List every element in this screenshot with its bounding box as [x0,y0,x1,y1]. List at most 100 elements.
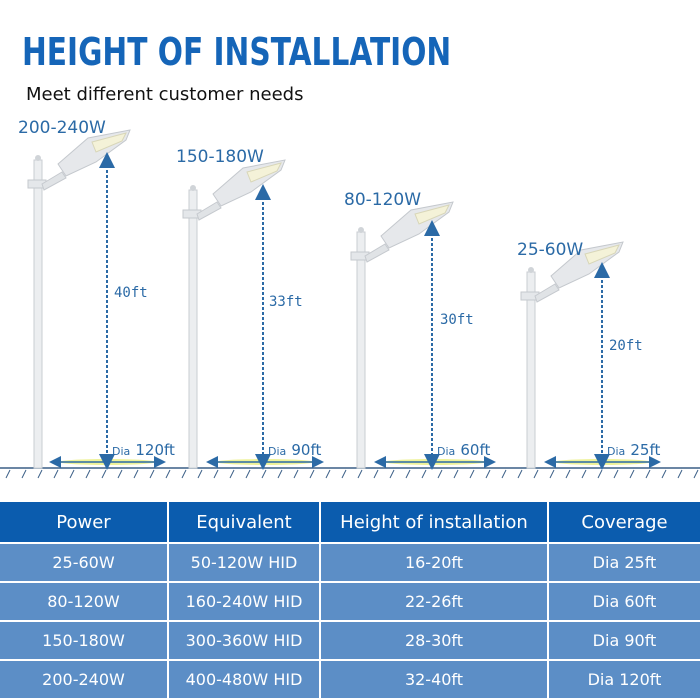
spec-table: Power Equivalent Height of installation … [0,500,700,700]
pole-cap [528,267,534,273]
pole-cap [358,227,364,233]
dia-prefix: Dia [268,445,287,458]
coverage-label: Dia 90ft [268,440,321,459]
cell-equivalent: 160-240W HID [167,581,321,622]
cell-power: 25-60W [0,542,169,583]
coverage-label: Dia 60ft [437,440,490,459]
table-header-row: Power Equivalent Height of installation … [0,500,700,544]
coverage-value: 90ft [291,441,322,459]
cell-height: 28-30ft [319,620,549,661]
coverage-value: 60ft [460,441,491,459]
ground-hatch [517,469,523,479]
cell-coverage: Dia 90ft [547,620,700,661]
coverage-label: Dia 120ft [112,440,175,459]
ground-hatch [533,469,539,479]
ground-hatch [549,469,555,479]
ground-hatch [389,469,395,479]
pole-cap [190,185,196,191]
ground-hatch [165,469,171,479]
page-subtitle: Meet different customer needs [26,84,304,105]
pole [356,231,366,469]
header-power: Power [0,500,169,544]
ground-hatch [85,469,91,479]
ground-hatch [53,469,59,479]
cell-coverage: Dia 60ft [547,581,700,622]
ground-hatch [469,469,475,479]
ground-hatch [373,469,379,479]
page-title: HEIGHT OF INSTALLATION [22,30,452,74]
ground-hatch [645,469,651,479]
ground-hatch [501,469,507,479]
ground-hatch [181,469,187,479]
coverage-value: 25ft [630,441,661,459]
pole [33,159,43,469]
ground-hatch [149,469,155,479]
height-label: 20ft [609,338,643,354]
cell-power: 80-120W [0,581,169,622]
led-panel [414,204,450,225]
power-label: 200-240W [18,118,106,138]
ground-hatch [261,469,267,479]
cell-equivalent: 50-120W HID [167,542,321,583]
lamp-arm [196,201,222,221]
ground-hatch [597,469,603,479]
table-row: 150-180W 300-360W HID 28-30ft Dia 90ft [0,620,700,661]
ground-hatch [101,469,107,479]
cell-power: 200-240W [0,659,169,700]
ground-hatch [453,469,459,479]
ground-hatch [485,469,491,479]
ground-hatch [613,469,619,479]
led-panel [91,132,127,153]
ground-hatch [293,469,299,479]
ground-hatch [277,469,283,479]
power-label: 25-60W [517,240,584,260]
cell-coverage: Dia 120ft [547,659,700,700]
led-panel [246,162,282,183]
header-coverage: Coverage [547,500,700,544]
pole [188,189,198,469]
ground-hatch [245,469,251,479]
ground-hatch [213,469,219,479]
ground-hatch [405,469,411,479]
ground-hatch [341,469,347,479]
height-label: 33ft [269,294,303,310]
ground-hatch [693,469,699,479]
lamp-scene [0,129,700,479]
pole [526,271,536,469]
ground-hatch [117,469,123,479]
table-row: 200-240W 400-480W HID 32-40ft Dia 120ft [0,659,700,700]
lamp-arm [41,171,67,191]
ground-hatch [325,469,331,479]
ground-hatch [133,469,139,479]
ground-hatch [677,469,683,479]
ground-hatch [197,469,203,479]
pole-cap [35,155,41,161]
cell-height: 22-26ft [319,581,549,622]
cell-equivalent: 300-360W HID [167,620,321,661]
cell-coverage: Dia 25ft [547,542,700,583]
ground-hatch [37,469,43,479]
lamp-arm [364,243,390,263]
cell-power: 150-180W [0,620,169,661]
ground-hatch [565,469,571,479]
lamp-arm [534,283,560,303]
ground-hatch [661,469,667,479]
ground-hatch [69,469,75,479]
ground-hatch [5,469,11,479]
table-row: 25-60W 50-120W HID 16-20ft Dia 25ft [0,542,700,583]
ground-hatch [229,469,235,479]
coverage-value: 120ft [135,441,175,459]
dia-prefix: Dia [112,445,131,458]
ground-hatch [629,469,635,479]
ground-hatch [357,469,363,479]
power-label: 80-120W [344,190,422,210]
power-label: 150-180W [176,147,264,167]
height-label: 30ft [440,312,474,328]
ground-hatch [581,469,587,479]
ground-hatch [21,469,27,479]
cell-height: 16-20ft [319,542,549,583]
dia-prefix: Dia [607,445,626,458]
header-height: Height of installation [319,500,549,544]
height-label: 40ft [114,285,148,301]
